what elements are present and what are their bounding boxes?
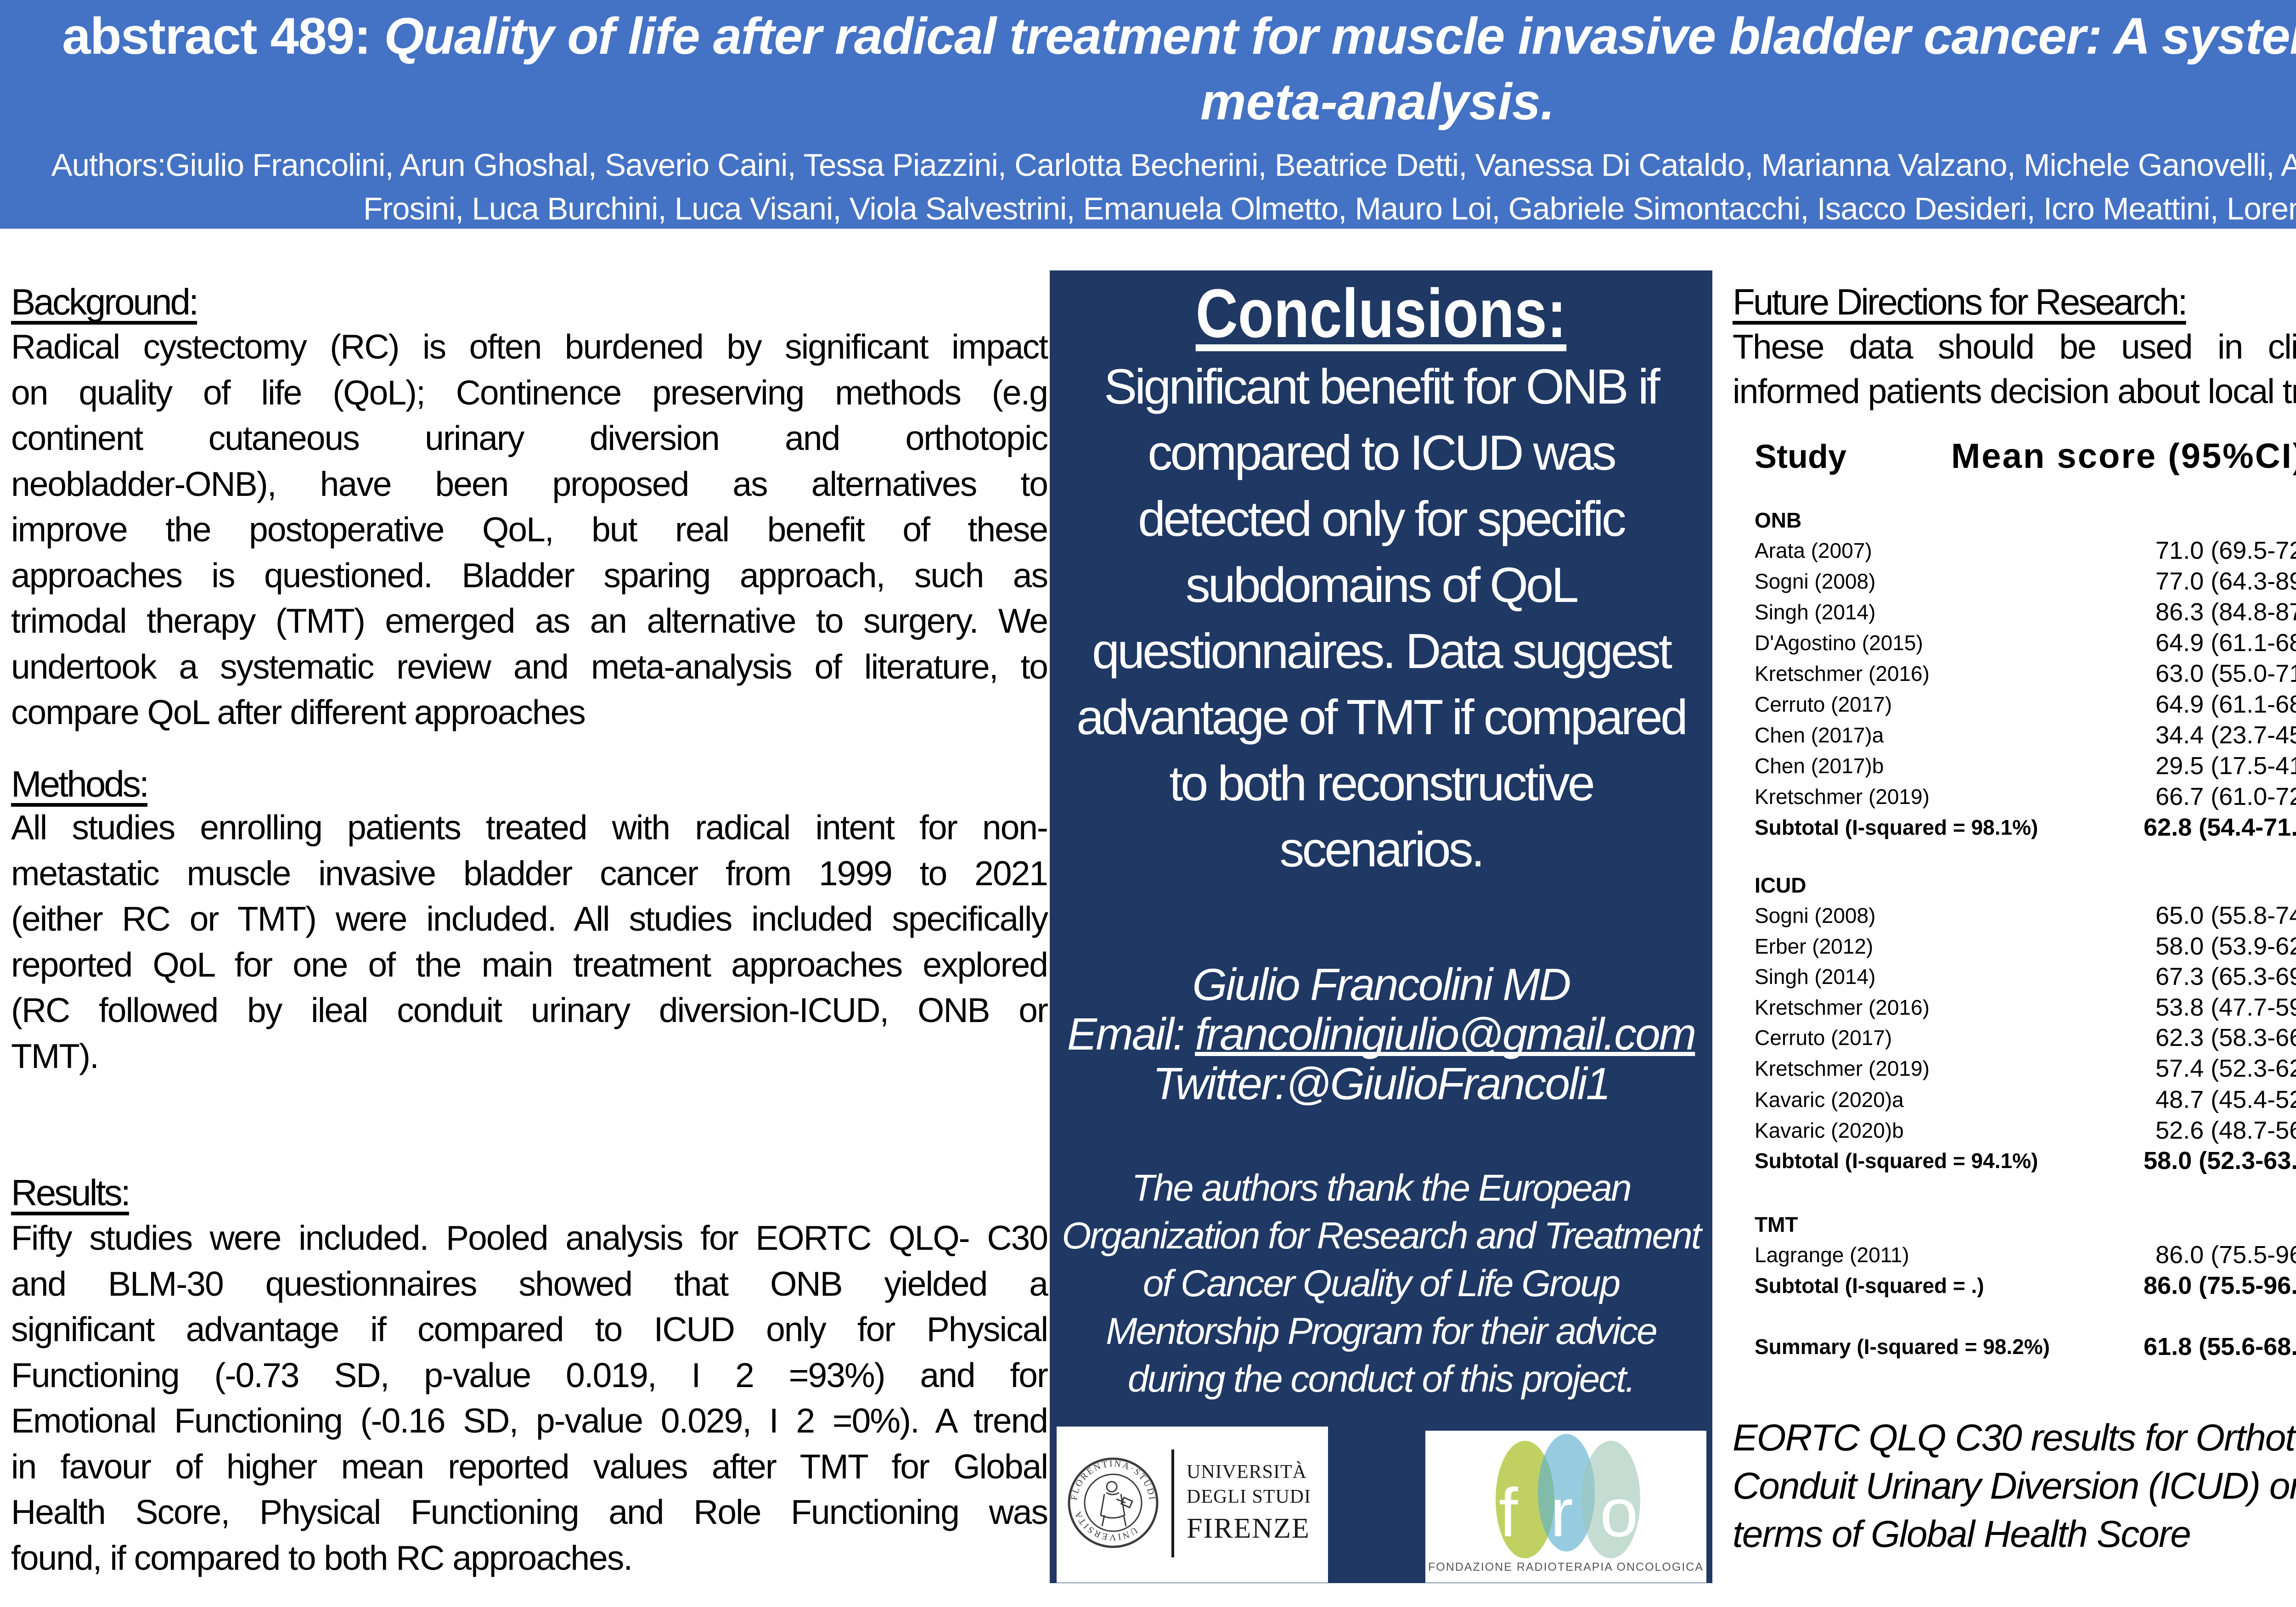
svg-text:Subtotal (I-squared = 94.1%): Subtotal (I-squared = 94.1%) xyxy=(1755,1149,2038,1173)
svg-text:67.3 (65.3-69.3): 67.3 (65.3-69.3) xyxy=(2155,963,2296,990)
svg-text:62.8 (54.4-71.2): 62.8 (54.4-71.2) xyxy=(2144,814,2296,841)
svg-text:Arata (2007): Arata (2007) xyxy=(1755,539,1872,562)
svg-text:Sogni (2008): Sogni (2008) xyxy=(1755,569,1875,593)
svg-text:Subtotal (I-squared = 98.1%): Subtotal (I-squared = 98.1%) xyxy=(1755,815,2038,839)
svg-text:77.0 (64.3-89.7): 77.0 (64.3-89.7) xyxy=(2155,568,2296,595)
svg-text:ICUD: ICUD xyxy=(1755,873,1806,897)
svg-text:53.8 (47.7-59.9): 53.8 (47.7-59.9) xyxy=(2155,994,2296,1021)
svg-text:86.3 (84.8-87.8): 86.3 (84.8-87.8) xyxy=(2155,598,2296,626)
svg-text:Cerruto (2017): Cerruto (2017) xyxy=(1755,692,1892,716)
svg-text:Kretschmer (2016): Kretschmer (2016) xyxy=(1755,995,1930,1019)
svg-text:Kavaric (2020)a: Kavaric (2020)a xyxy=(1755,1088,1904,1112)
svg-text:o: o xyxy=(1600,1474,1638,1551)
svg-text:57.4 (52.3-62.5): 57.4 (52.3-62.5) xyxy=(2155,1055,2296,1082)
svg-text:58.0 (53.9-62.1): 58.0 (53.9-62.1) xyxy=(2155,933,2296,960)
svg-text:FONDAZIONE RADIOTERAPIA ONCOLO: FONDAZIONE RADIOTERAPIA ONCOLOGICA xyxy=(1428,1561,1704,1573)
svg-text:52.6 (48.7-56.5): 52.6 (48.7-56.5) xyxy=(2155,1117,2296,1144)
svg-text:Lagrange (2011): Lagrange (2011) xyxy=(1755,1243,1909,1267)
svg-text:71.0 (69.5-72.5): 71.0 (69.5-72.5) xyxy=(2155,537,2296,564)
svg-text:Singh (2014): Singh (2014) xyxy=(1755,600,1875,624)
svg-text:86.0 (75.5-96.5): 86.0 (75.5-96.5) xyxy=(2155,1241,2296,1269)
svg-text:62.3 (58.3-66.4): 62.3 (58.3-66.4) xyxy=(2155,1024,2296,1051)
svg-text:34.4 (23.7-45.0): 34.4 (23.7-45.0) xyxy=(2155,721,2296,749)
svg-text:58.0 (52.3-63.8): 58.0 (52.3-63.8) xyxy=(2144,1147,2296,1174)
svg-text:Summary (I-squared = 98.2%): Summary (I-squared = 98.2%) xyxy=(1755,1335,2050,1359)
svg-text:UNIVERSITÀ: UNIVERSITÀ xyxy=(1187,1461,1307,1483)
svg-text:Kretschmer (2019): Kretschmer (2019) xyxy=(1755,1056,1930,1080)
svg-text:Kretschmer (2016): Kretschmer (2016) xyxy=(1755,662,1930,686)
svg-text:29.5 (17.5-41.6): 29.5 (17.5-41.6) xyxy=(2155,752,2296,780)
svg-text:FIRENZE: FIRENZE xyxy=(1187,1513,1310,1544)
svg-text:Cerruto (2017): Cerruto (2017) xyxy=(1755,1026,1892,1050)
svg-text:f: f xyxy=(1499,1474,1518,1551)
svg-text:66.7 (61.0-72.4): 66.7 (61.0-72.4) xyxy=(2155,783,2296,810)
svg-text:Mean score (95%CI): Mean score (95%CI) xyxy=(1951,437,2296,476)
svg-text:Sogni (2008): Sogni (2008) xyxy=(1755,904,1875,927)
svg-text:63.0 (55.0-71.0): 63.0 (55.0-71.0) xyxy=(2155,660,2296,687)
svg-text:TMT: TMT xyxy=(1755,1213,1798,1236)
svg-text:64.9 (61.1-68.6): 64.9 (61.1-68.6) xyxy=(2155,691,2296,718)
svg-text:86.0 (75.5-96.5): 86.0 (75.5-96.5) xyxy=(2144,1272,2296,1299)
svg-text:64.9 (61.1-68.7): 64.9 (61.1-68.7) xyxy=(2155,629,2296,657)
svg-text:DEGLI STUDI: DEGLI STUDI xyxy=(1187,1486,1311,1507)
svg-text:Singh (2014): Singh (2014) xyxy=(1755,965,1875,989)
svg-text:65.0 (55.8-74.2): 65.0 (55.8-74.2) xyxy=(2155,902,2296,929)
svg-text:D'Agostino (2015): D'Agostino (2015) xyxy=(1755,631,1923,655)
svg-text:Subtotal (I-squared = .): Subtotal (I-squared = .) xyxy=(1755,1274,1984,1298)
svg-text:Kretschmer (2019): Kretschmer (2019) xyxy=(1755,785,1930,809)
svg-text:61.8 (55.6-68.0): 61.8 (55.6-68.0) xyxy=(2144,1333,2296,1360)
svg-text:r: r xyxy=(1550,1474,1573,1551)
svg-text:ONB: ONB xyxy=(1755,508,1801,532)
svg-text:48.7 (45.4-52.0): 48.7 (45.4-52.0) xyxy=(2155,1086,2296,1113)
svg-text:Chen (2017)a: Chen (2017)a xyxy=(1755,723,1884,747)
svg-text:Erber (2012): Erber (2012) xyxy=(1755,934,1873,958)
svg-text:Study: Study xyxy=(1755,438,1846,475)
svg-text:Kavaric (2020)b: Kavaric (2020)b xyxy=(1755,1118,1904,1142)
svg-text:Chen (2017)b: Chen (2017)b xyxy=(1755,754,1884,778)
